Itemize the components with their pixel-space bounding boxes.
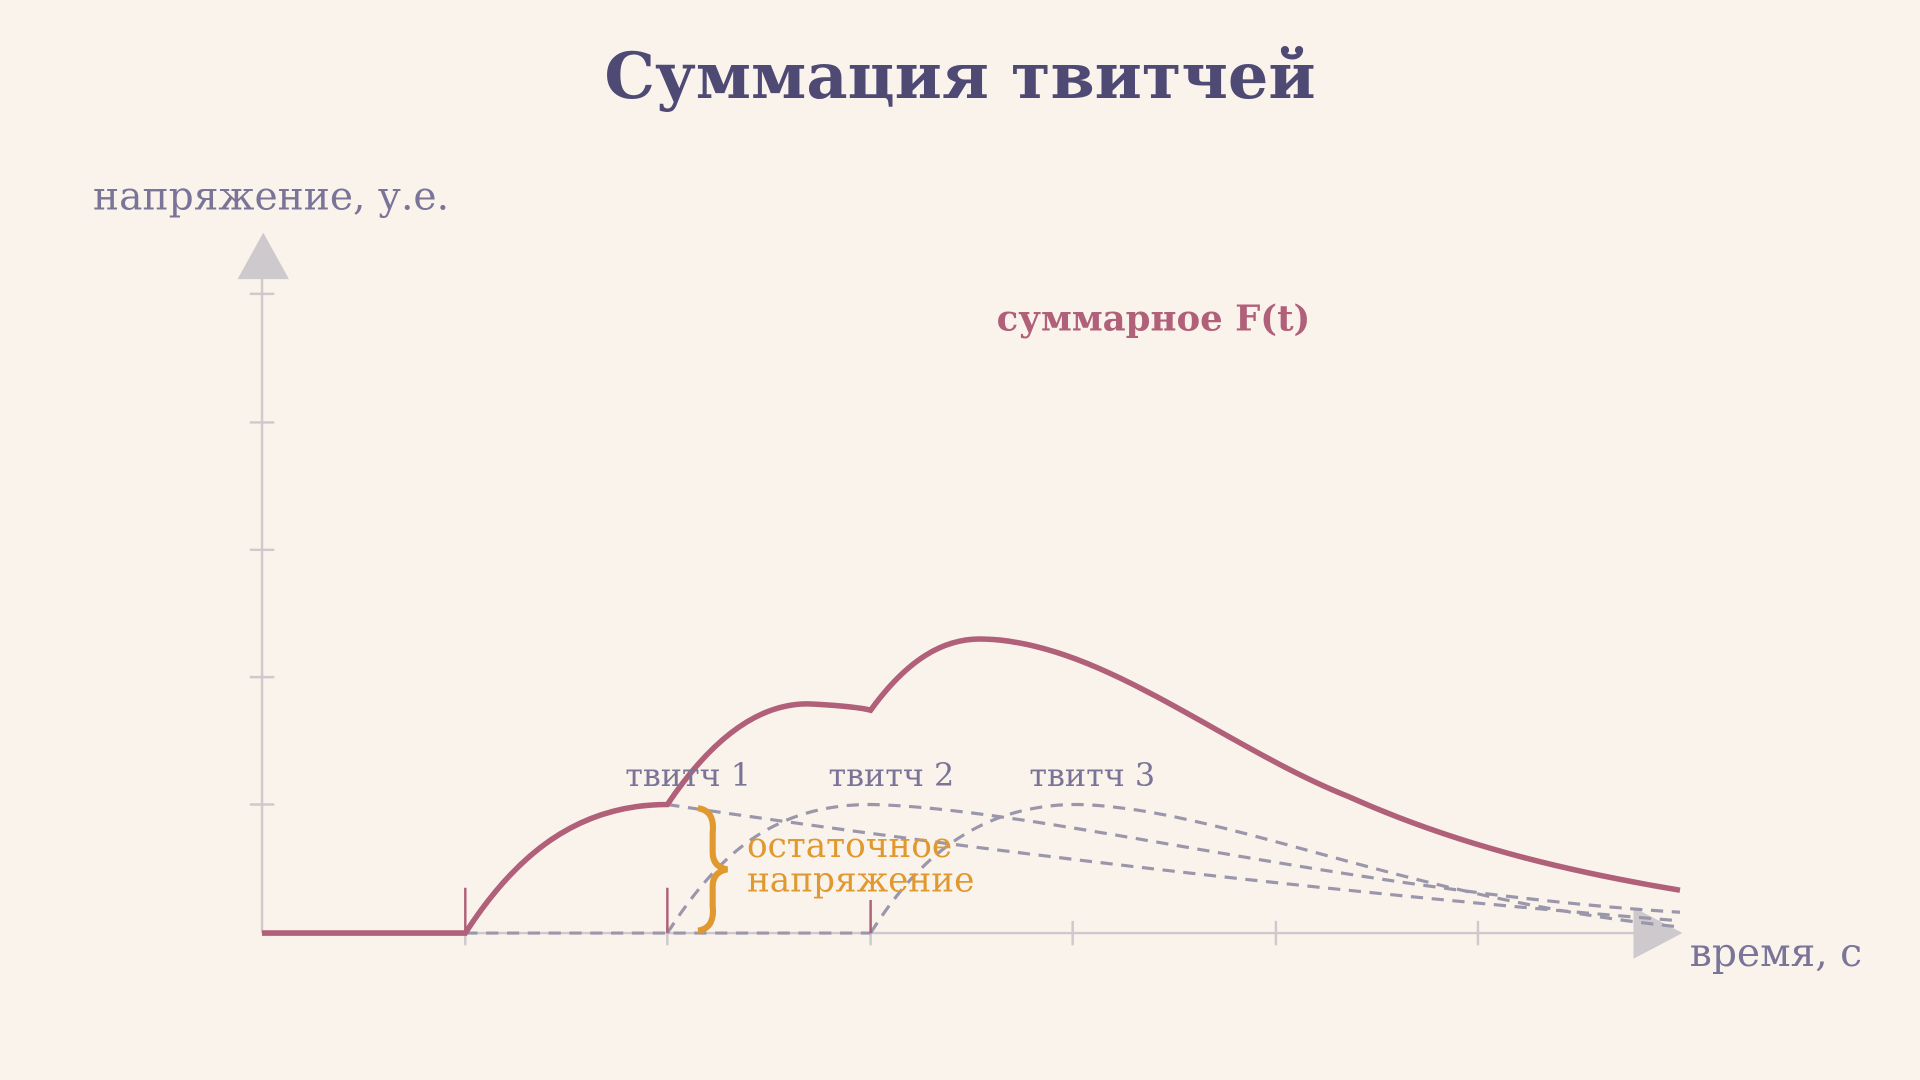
residual-brace (697, 805, 729, 934)
twitch-label: твитч 1 (625, 756, 751, 794)
residual-label: напряжение (747, 860, 974, 900)
residual-label: остаточное (747, 826, 952, 866)
stimulus-markers (464, 887, 872, 934)
twitch-label: твитч 3 (1029, 756, 1155, 794)
twitch-1-curve (667, 802, 1681, 923)
y-ticks (249, 292, 275, 806)
sum-label: суммарное F(t) (997, 299, 1311, 340)
sum-curve (262, 636, 1681, 936)
x-arrow (1633, 907, 1683, 959)
twitch-curves (465, 802, 1681, 935)
x-axis-label: время, с (1690, 931, 1862, 976)
twitch-2-curve (666, 802, 1681, 934)
y-arrow (237, 232, 289, 280)
y-axis-label: напряжение, у.е. (93, 174, 449, 219)
twitch-3-curve (869, 802, 1681, 934)
twitch-label: твитч 2 (829, 756, 955, 794)
title: Суммация твитчей (604, 39, 1315, 114)
